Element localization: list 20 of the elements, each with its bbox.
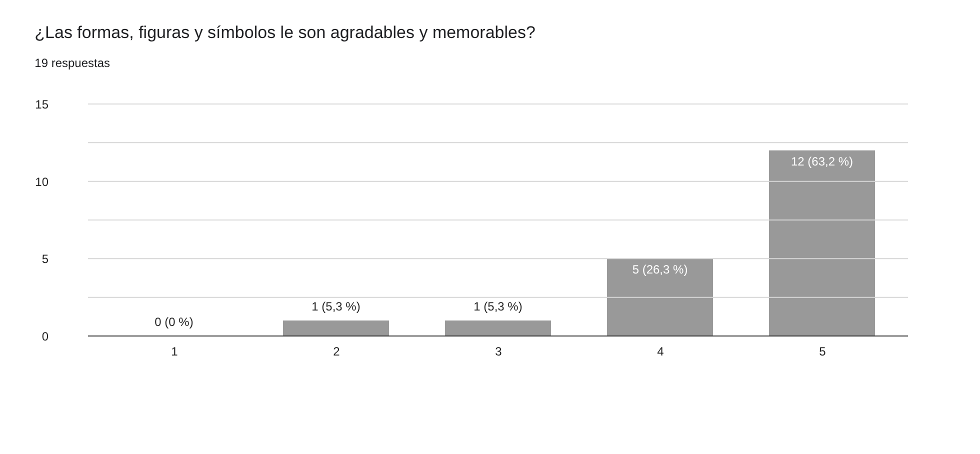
x-tick-label: 5 (819, 344, 826, 358)
data-label: 5 (26,3 %) (632, 262, 688, 277)
x-tick-label: 2 (333, 344, 340, 358)
bar (283, 320, 389, 336)
data-label: 12 (63,2 %) (790, 154, 854, 168)
data-label: 0 (0 %) (154, 315, 194, 329)
data-label: 1 (5,3 %) (312, 300, 360, 314)
x-tick-label: 1 (171, 344, 178, 358)
y-tick-label: 5 (42, 252, 49, 266)
bar (607, 258, 713, 336)
y-tick-label: 10 (35, 174, 49, 189)
data-label: 1 (5,3 %) (474, 300, 522, 314)
x-tick-label: 4 (657, 344, 664, 358)
x-tick-label: 3 (495, 344, 502, 358)
y-tick-label: 15 (35, 98, 49, 112)
chart-subtitle: 19 respuestas (34, 56, 110, 70)
bar (445, 320, 551, 336)
bar (769, 150, 875, 336)
chart-title: ¿Las formas, figuras y símbolos le son agradables y memorables? (34, 23, 536, 42)
y-tick-label: 0 (42, 330, 49, 344)
